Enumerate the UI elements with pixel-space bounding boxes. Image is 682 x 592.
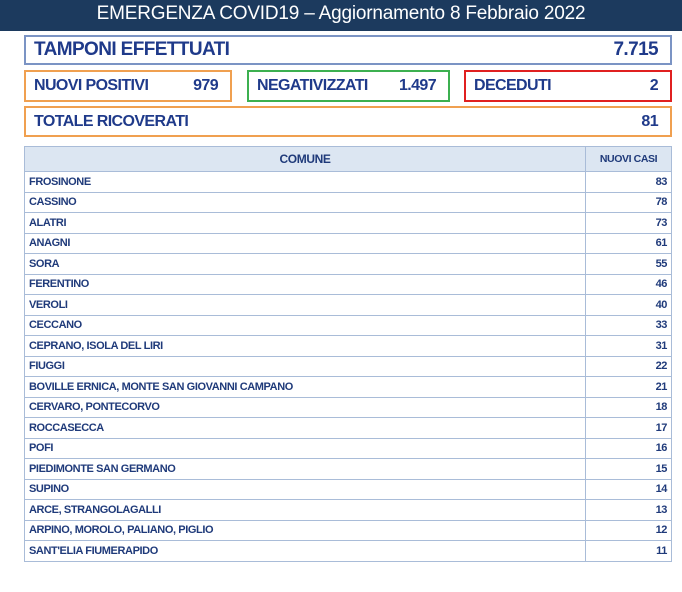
tamponi-label: TAMPONI EFFETTUATI bbox=[34, 39, 230, 60]
table-row: ANAGNI 61 bbox=[24, 232, 672, 254]
nuovi-casi-cell: 33 bbox=[585, 314, 672, 336]
deceduti-label: DECEDUTI bbox=[474, 77, 552, 94]
table-row: CECCANO 33 bbox=[24, 314, 672, 336]
nuovi-casi-cell: 46 bbox=[585, 273, 672, 295]
page-title: EMERGENZA COVID19 – Aggiornamento 8 Febb… bbox=[0, 0, 682, 31]
table-row: SUPINO 14 bbox=[24, 478, 672, 500]
negativizzati-value: 1.497 bbox=[398, 77, 437, 94]
table-row: ARPINO, MOROLO, PALIANO, PIGLIO 12 bbox=[24, 519, 672, 541]
deceduti-value: 2 bbox=[649, 77, 659, 94]
nuovi-casi-cell: 18 bbox=[585, 396, 672, 418]
table-row: CEPRANO, ISOLA DEL LIRI 31 bbox=[24, 335, 672, 357]
ricoverati-label: TOTALE RICOVERATI bbox=[34, 112, 189, 130]
table-row: CASSINO 78 bbox=[24, 191, 672, 213]
comune-cell: FERENTINO bbox=[24, 273, 586, 295]
nuovi-casi-cell: 11 bbox=[585, 540, 672, 562]
tamponi-value: 7.715 bbox=[613, 39, 658, 60]
nuovi-casi-cell: 73 bbox=[585, 212, 672, 234]
comune-cell: BOVILLE ERNICA, MONTE SAN GIOVANNI CAMPA… bbox=[24, 376, 586, 398]
header-comune: COMUNE bbox=[24, 146, 586, 172]
tamponi-box: TAMPONI EFFETTUATI 7.715 bbox=[24, 35, 672, 65]
comune-cell: FROSINONE bbox=[24, 171, 586, 193]
positivi-label: NUOVI POSITIVI bbox=[34, 77, 149, 94]
nuovi-casi-cell: 31 bbox=[585, 335, 672, 357]
comune-cell: CEPRANO, ISOLA DEL LIRI bbox=[24, 335, 586, 357]
table-row: VEROLI 40 bbox=[24, 294, 672, 316]
comune-cell: CASSINO bbox=[24, 191, 586, 213]
nuovi-casi-cell: 22 bbox=[585, 355, 672, 377]
table-row: FROSINONE 83 bbox=[24, 171, 672, 193]
ricoverati-box: TOTALE RICOVERATI 81 bbox=[24, 106, 672, 137]
comune-cell: PIEDIMONTE SAN GERMANO bbox=[24, 458, 586, 480]
comune-cell: ROCCASECCA bbox=[24, 417, 586, 439]
comune-cell: ALATRI bbox=[24, 212, 586, 234]
table-row: SORA 55 bbox=[24, 253, 672, 275]
nuovi-casi-cell: 12 bbox=[585, 519, 672, 541]
comune-cell: ARPINO, MOROLO, PALIANO, PIGLIO bbox=[24, 519, 586, 541]
table-row: FERENTINO 46 bbox=[24, 273, 672, 295]
nuovi-casi-cell: 14 bbox=[585, 478, 672, 500]
positivi-box: NUOVI POSITIVI 979 bbox=[24, 70, 232, 102]
table-row: FIUGGI 22 bbox=[24, 355, 672, 377]
nuovi-casi-cell: 16 bbox=[585, 437, 672, 459]
comune-cell: CERVARO, PONTECORVO bbox=[24, 396, 586, 418]
cases-table: COMUNE NUOVI CASI FROSINONE 83 CASSINO 78 AL… bbox=[24, 146, 672, 562]
table-row: PIEDIMONTE SAN GERMANO 15 bbox=[24, 458, 672, 480]
nuovi-casi-cell: 40 bbox=[585, 294, 672, 316]
nuovi-casi-cell: 61 bbox=[585, 232, 672, 254]
ricoverati-value: 81 bbox=[641, 112, 658, 130]
comune-cell: SORA bbox=[24, 253, 586, 275]
nuovi-casi-cell: 17 bbox=[585, 417, 672, 439]
table-row: ALATRI 73 bbox=[24, 212, 672, 234]
deceduti-box: DECEDUTI 2 bbox=[464, 70, 672, 102]
nuovi-casi-cell: 83 bbox=[585, 171, 672, 193]
table-row: CERVARO, PONTECORVO 18 bbox=[24, 396, 672, 418]
comune-cell: SANT'ELIA FIUMERAPIDO bbox=[24, 540, 586, 562]
comune-cell: ARCE, STRANGOLAGALLI bbox=[24, 499, 586, 521]
negativizzati-label: NEGATIVIZZATI bbox=[257, 77, 368, 94]
comune-cell: CECCANO bbox=[24, 314, 586, 336]
table-row: ROCCASECCA 17 bbox=[24, 417, 672, 439]
comune-cell: ANAGNI bbox=[24, 232, 586, 254]
table-row: POFI 16 bbox=[24, 437, 672, 459]
nuovi-casi-cell: 55 bbox=[585, 253, 672, 275]
table-row: BOVILLE ERNICA, MONTE SAN GIOVANNI CAMPA… bbox=[24, 376, 672, 398]
positivi-value: 979 bbox=[193, 77, 219, 94]
nuovi-casi-cell: 15 bbox=[585, 458, 672, 480]
comune-cell: VEROLI bbox=[24, 294, 586, 316]
header-nuovi-casi: NUOVI CASI bbox=[585, 146, 672, 172]
comune-cell: SUPINO bbox=[24, 478, 586, 500]
table-row: ARCE, STRANGOLAGALLI 13 bbox=[24, 499, 672, 521]
negativizzati-box: NEGATIVIZZATI 1.497 bbox=[247, 70, 450, 102]
comune-cell: FIUGGI bbox=[24, 355, 586, 377]
nuovi-casi-cell: 78 bbox=[585, 191, 672, 213]
table-header: COMUNE NUOVI CASI bbox=[24, 146, 672, 172]
nuovi-casi-cell: 13 bbox=[585, 499, 672, 521]
comune-cell: POFI bbox=[24, 437, 586, 459]
table-row: SANT'ELIA FIUMERAPIDO 11 bbox=[24, 540, 672, 562]
nuovi-casi-cell: 21 bbox=[585, 376, 672, 398]
